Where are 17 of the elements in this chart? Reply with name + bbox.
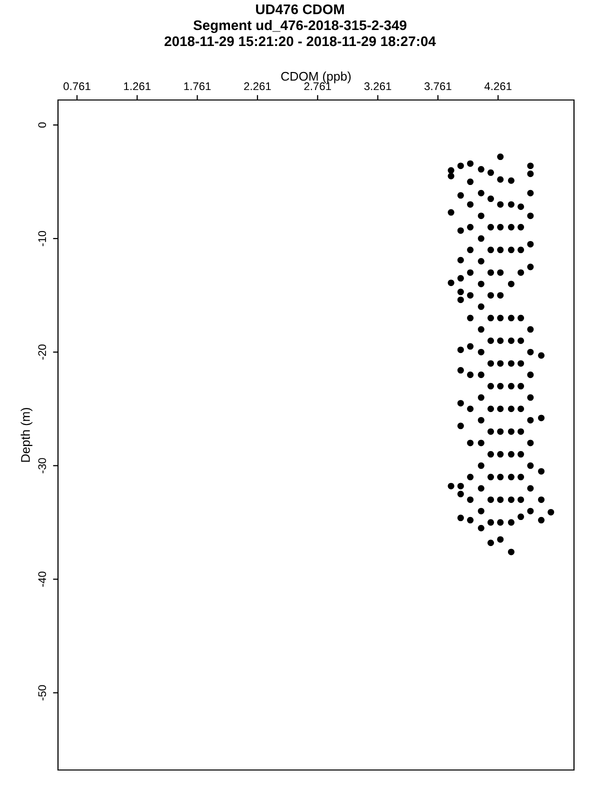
x-tick-label: 3.761 xyxy=(424,82,452,90)
x-tick-label: 3.261 xyxy=(364,82,392,90)
y-tick-label: -30 xyxy=(38,458,46,474)
y-tick-label: 0 xyxy=(38,122,46,128)
y-tick-label: -40 xyxy=(38,572,46,587)
x-tick-label: 1.261 xyxy=(124,82,151,90)
x-tick-label: 2.761 xyxy=(304,82,331,90)
y-tick-label: -50 xyxy=(38,685,46,700)
chart-title: UD476 CDOM Segment ud_476-2018-315-2-349 2018-11-29 15:21:20 - 2018-11-29 18:27:04 xyxy=(164,4,436,46)
x-tick-label: 0.761 xyxy=(64,82,90,90)
x-tick-label: 2.261 xyxy=(244,82,271,90)
y-axis-title: Depth (m) xyxy=(20,408,32,462)
y-tick-label: -10 xyxy=(38,230,46,246)
x-tick-label: 1.761 xyxy=(184,82,211,90)
y-tick-label: -20 xyxy=(38,344,46,360)
x-tick-label: 4.261 xyxy=(484,82,512,90)
x-axis-title: CDOM (ppb) xyxy=(281,72,351,84)
